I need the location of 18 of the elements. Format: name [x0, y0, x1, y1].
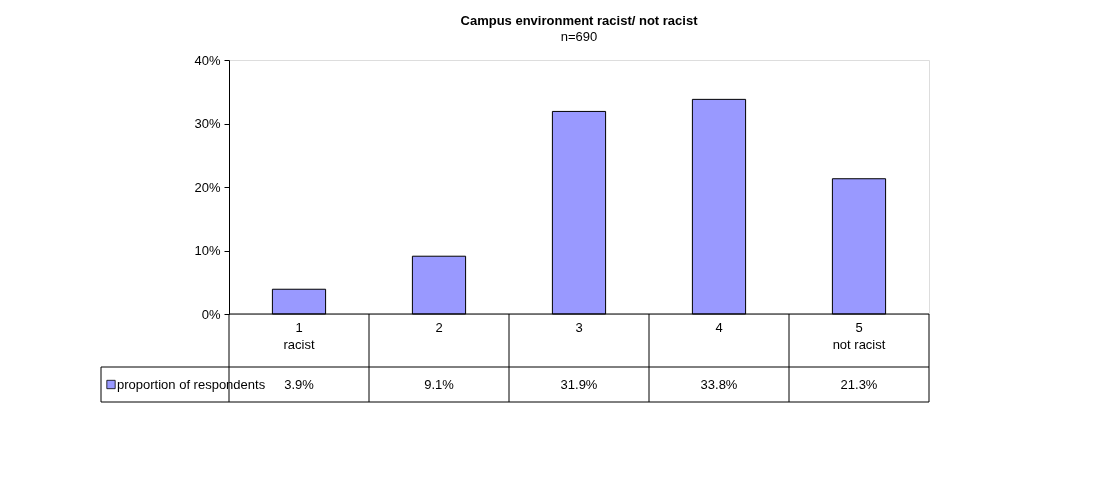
legend-label: proportion of respondents: [117, 376, 266, 392]
data-label: 3.9%: [284, 376, 315, 392]
x-tick-label: 2: [435, 320, 443, 335]
x-tick-label: 4: [715, 320, 723, 335]
y-tick-label: 30%: [194, 116, 221, 131]
y-tick-label: 40%: [194, 52, 221, 68]
y-tick-label: 20%: [194, 179, 221, 195]
x-tick-label: 5 not racist: [832, 320, 886, 352]
y-tick-label: 0%: [201, 306, 221, 322]
chart-subtitle: n=690: [560, 29, 598, 44]
y-tick-label: 10%: [194, 243, 221, 258]
data-label: 31.9%: [560, 376, 598, 392]
x-tick-label: 1 racist: [283, 320, 315, 352]
data-label: 33.8%: [700, 376, 738, 392]
data-label: 9.1%: [424, 376, 455, 392]
x-tick-label: 3: [575, 320, 583, 335]
chart-title: Campus environment racist/ not racist: [460, 13, 699, 28]
data-label: 21.3%: [840, 376, 878, 392]
